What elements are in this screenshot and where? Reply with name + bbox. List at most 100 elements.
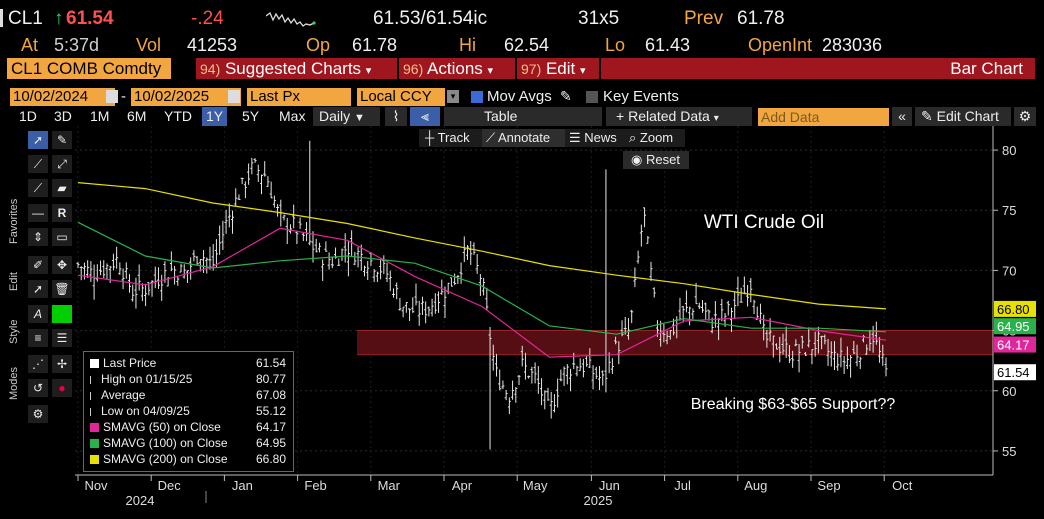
pencil-icon[interactable]: ✎ [560,88,572,104]
annotate-button[interactable]: ⟋ Annotate [482,129,566,147]
frequency-select[interactable]: Daily ▼ [313,107,380,126]
trash-icon[interactable]: 🗑 [52,280,72,298]
key-events-checkbox[interactable] [586,91,598,103]
period-max[interactable]: Max [279,108,306,124]
x-tick-label: Feb [304,478,326,493]
channel-icon[interactable]: ▰ [52,179,72,197]
brush-icon[interactable]: ✐ [28,256,48,274]
suggested-number: 94) [200,61,221,77]
security-field[interactable]: CL1 COMB Comdty [7,58,171,79]
currency-select[interactable]: Local CCY [357,88,445,106]
net-change: -.24 [191,8,224,29]
sparkline-icon [265,10,316,28]
gear-icon[interactable]: ⚙ [1014,107,1036,126]
legend-label: SMAVG (200) on Close [103,452,228,466]
add-data-input[interactable]: Add Data [758,108,889,126]
edit-tab[interactable]: Edit [8,272,20,291]
date-range-bar: 10/02/2024 - 10/02/2025 Last Px Local CC… [0,88,1044,108]
bid-ask-size: 31x5 [578,8,620,29]
legend-row: Last Price 61.54 [90,355,290,371]
ticker[interactable]: CL1 [8,8,43,29]
support-zone [357,330,993,355]
period-1m[interactable]: 1M [90,108,110,124]
period-1d[interactable]: 1D [19,108,37,124]
line-style-icon[interactable]: ☰ [52,329,72,347]
gear-icon[interactable]: ⚙ [28,405,48,423]
support-annotation: Breaking $63-$65 Support?? [691,396,896,413]
collapse-icon[interactable]: « [892,107,912,126]
cycle-icon[interactable]: ↺ [28,379,48,397]
period-6m[interactable]: 6M [127,108,147,124]
legend-row: High on 01/15/25 80.77 [90,371,290,387]
moving-averages [77,182,887,358]
calendar-icon[interactable] [106,90,118,103]
mov-avgs-label: Mov Avgs [487,88,552,105]
track-label: Track [437,130,470,145]
period-toolbar: 1D 3D 1M 6M YTD 1Y 5Y Max Daily ▼ ⌇ ⫷ Ta… [0,107,1044,127]
segment-icon[interactable]: ⟋ [28,179,48,197]
period-1y[interactable]: 1Y [202,107,228,126]
reset-button[interactable]: ◉ Reset [623,151,689,169]
ray-icon[interactable]: ⤢ [52,155,72,173]
calendar-icon[interactable] [228,90,240,103]
period-3d[interactable]: 3D [54,108,72,124]
favorites-tab[interactable]: Favorites [8,198,20,244]
select-add-icon[interactable]: ➚ [28,280,48,298]
period-ytd[interactable]: YTD [164,108,192,124]
snap-icon[interactable]: ✢ [52,355,72,373]
legend-value: 66.80 [255,452,286,466]
trendline-icon[interactable]: ⟋ [28,155,48,173]
zoom-button[interactable]: ⌕ Zoom [625,129,685,147]
mov-avgs-checkbox[interactable] [471,91,483,103]
pointer-icon[interactable]: ➚ [28,131,48,149]
x-year-label: 2025 [584,493,613,508]
table-button[interactable]: Table [444,107,602,126]
chevron-down-icon: ▾ [365,65,372,77]
style-tab[interactable]: Style [8,319,20,344]
low-price: 61.43 [645,35,691,55]
plus-icon: + [616,108,629,124]
chevron-down-icon: ▾ [713,113,719,124]
actions-menu[interactable]: 96) Actions ▾ [399,58,515,79]
end-date-input[interactable]: 10/02/2025 [131,88,241,106]
line-weight-icon[interactable]: ≡ [28,329,48,347]
start-date-input[interactable]: 10/02/2024 [10,88,115,106]
chart-title: WTI Crude Oil [704,212,824,233]
text-r-icon[interactable]: R [52,204,72,222]
crosshair-icon: ┼ [425,130,438,145]
pencil-icon[interactable]: ✎ [52,131,72,149]
legend-value: 61.54 [255,356,286,370]
edit-menu[interactable]: 97) Edit ▾ [517,58,599,79]
dotted-line-icon[interactable]: ⋰ [28,355,48,373]
annotate-label: Annotate [498,130,551,145]
y-tick-label: 75 [1002,203,1016,218]
table-label: Table [484,108,518,124]
edit-chart-button[interactable]: ✎ Edit Chart [915,107,1011,126]
related-data-menu[interactable]: + Related Data ▾ [606,107,752,126]
line-chart-icon[interactable]: ⌇ [385,107,407,126]
fill-color-icon[interactable] [52,305,72,323]
legend-row: SMAVG (100) on Close 64.95 [90,435,290,451]
period-5y[interactable]: 5Y [242,108,260,124]
edit-number: 97) [521,61,542,77]
x-year-label: 2024 [126,493,155,508]
suggested-charts-menu[interactable]: 94) Suggested Charts ▾ [196,58,397,79]
move-icon[interactable]: ✥ [52,256,72,274]
drawing-palette: Favorites Edit Style Modes ➚ ✎ ⟋ ⤢ ⟋ ▰ —… [0,126,78,426]
pencil-icon: ✎ [921,108,937,124]
font-icon[interactable]: A [28,305,48,323]
field-select[interactable]: Last Px [247,88,351,106]
rectangle-icon[interactable]: ▭ [52,228,72,246]
color-dots-icon[interactable]: ● [52,379,72,397]
fib-icon[interactable]: ⇕ [28,228,48,246]
chart-type-bar: Bar Chart [601,58,1035,79]
date-dash: - [121,88,126,105]
track-button[interactable]: ┼ Track [419,129,485,147]
hline-icon[interactable]: — [28,204,48,222]
modes-tab[interactable]: Modes [8,366,20,400]
prev-close: 61.78 [737,8,785,29]
chevron-down-icon[interactable]: ▾ [447,90,459,103]
news-button[interactable]: ☰ News [565,129,625,147]
bar-style-icon[interactable]: ⫷ [410,107,440,126]
stat-marker-icon [90,392,97,400]
